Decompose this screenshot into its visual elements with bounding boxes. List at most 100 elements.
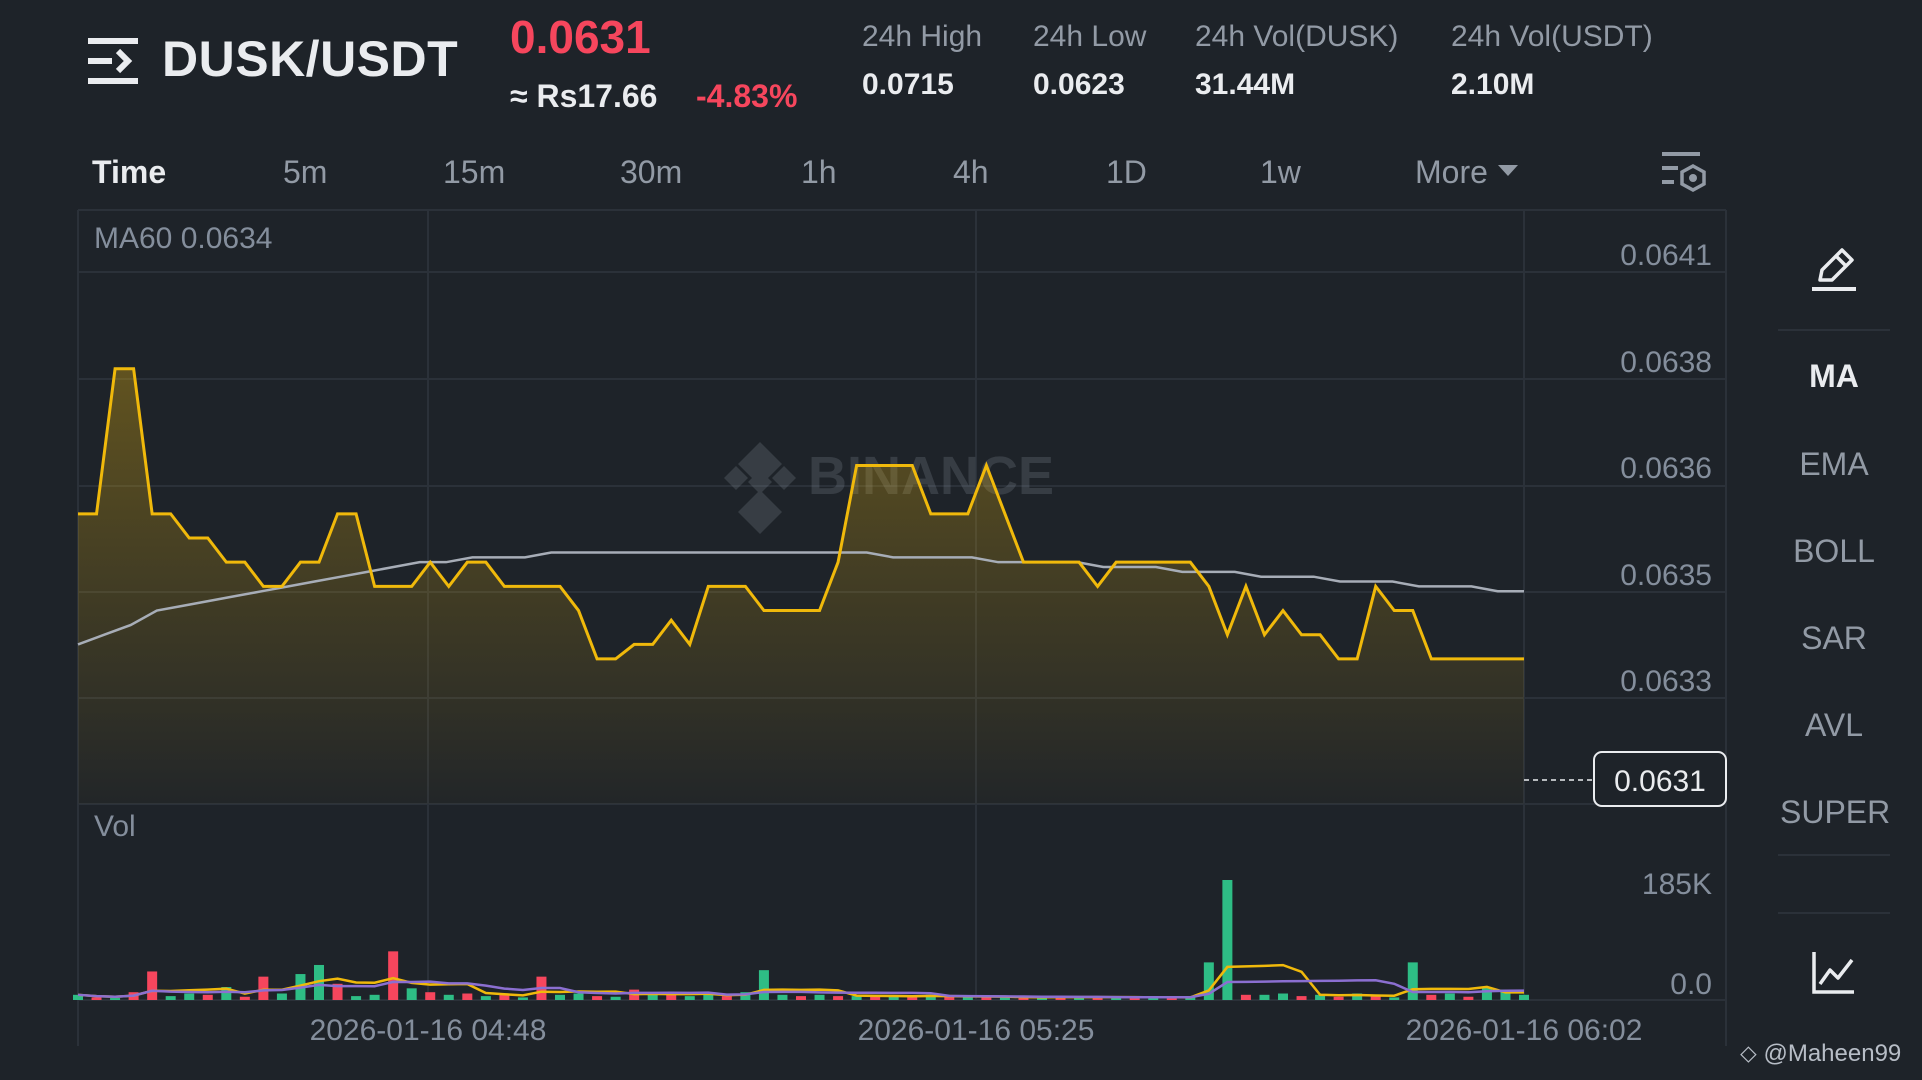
tab-1d[interactable]: 1D — [1106, 154, 1147, 190]
volume-bar — [1333, 996, 1344, 1000]
author-credit-text: @Maheen99 — [1763, 1040, 1902, 1067]
price-area — [78, 368, 1524, 804]
stat-24h-high-label: 24h High — [862, 20, 983, 53]
price-line — [78, 367, 1524, 661]
indicator-ema[interactable]: EMA — [1799, 446, 1869, 482]
volume-bar — [999, 996, 1010, 1000]
time-tick-label: 2026-01-16 05:25 — [858, 1014, 1095, 1047]
tab-time[interactable]: Time — [92, 154, 167, 190]
volume-bar — [1018, 997, 1029, 1000]
price-tick-label: 0.0633 — [1620, 665, 1712, 698]
volume-bar — [592, 996, 603, 1000]
indicator-super[interactable]: SUPER — [1780, 794, 1891, 830]
binance-logo-icon: ⬦ — [1740, 1040, 1764, 1067]
tab-more[interactable]: More — [1415, 154, 1518, 191]
volume-bar — [1240, 994, 1251, 1000]
indicator-avl[interactable]: AVL — [1804, 707, 1864, 743]
volume-bar — [925, 994, 936, 1000]
fiat-price: ≈ Rs17.66 — [510, 78, 658, 114]
current-price-tag: 0.0631 — [1593, 751, 1727, 807]
volume-bar — [406, 988, 417, 1000]
pencil-icon[interactable] — [1812, 246, 1856, 292]
volume-bar — [610, 996, 621, 1000]
volume-bar — [1074, 997, 1085, 1000]
volume-bar — [814, 994, 825, 1000]
volume-bar — [684, 996, 695, 1000]
chart-settings-icon[interactable] — [1662, 152, 1708, 194]
volume-bar — [1278, 993, 1288, 1000]
volume-bar — [981, 997, 992, 1000]
volume-bar — [165, 996, 176, 1000]
volume-bar — [258, 976, 269, 1000]
volume-bar — [314, 964, 324, 1000]
volume-bar — [1185, 997, 1196, 1000]
volume-bar — [777, 994, 788, 1000]
volume-bar — [833, 996, 844, 1000]
time-tick-label: 2026-01-16 04:48 — [310, 1014, 547, 1047]
volume-bar — [443, 994, 454, 1000]
volume-bar — [555, 994, 565, 1000]
author-credit: ⬦ @Maheen99 — [1740, 1040, 1901, 1068]
volume-bar — [1500, 989, 1511, 1000]
indicator-sar[interactable]: SAR — [1801, 620, 1867, 656]
volume-bar — [184, 993, 195, 1000]
volume-bar — [351, 996, 362, 1000]
tab-4h[interactable]: 4h — [953, 154, 989, 190]
pair-title[interactable]: DUSK/USDT — [162, 31, 459, 87]
ma-label: MA60 0.0634 — [94, 222, 272, 255]
price-tick-label: 0.0641 — [1620, 239, 1712, 272]
volume-bar — [1259, 994, 1270, 1000]
price-tick-label: 0.0636 — [1620, 452, 1712, 485]
time-x-axis: 2026-01-16 04:48 2026-01-16 05:25 2026-01-… — [310, 1014, 1643, 1047]
volume-bar — [1407, 962, 1418, 1000]
volume-bar — [944, 996, 955, 1000]
tab-30m[interactable]: 30m — [620, 154, 683, 190]
volume-bar — [332, 983, 343, 1000]
volume-bar — [425, 992, 436, 1000]
volume-bar — [388, 951, 399, 1000]
volume-bar — [1203, 962, 1214, 1000]
tab-1h[interactable]: 1h — [801, 154, 837, 190]
line-chart-icon[interactable] — [1810, 950, 1856, 996]
volume-bar — [1129, 997, 1140, 1000]
volume-bar — [962, 997, 973, 1000]
volume-bar — [851, 996, 862, 1000]
volume-bar — [1444, 993, 1455, 1000]
volume-bar — [369, 994, 380, 1000]
stat-24h-vol-base-value: 31.44M — [1195, 68, 1296, 101]
last-price: 0.0631 — [510, 11, 651, 63]
current-price-value: 0.0631 — [1614, 765, 1706, 798]
volume-bar — [499, 994, 510, 1000]
volume-bar — [1296, 996, 1307, 1000]
chevron-down-icon — [1497, 165, 1518, 177]
tab-1w[interactable]: 1w — [1260, 154, 1301, 190]
volume-bar — [110, 998, 121, 1000]
indicator-boll[interactable]: BOLL — [1793, 533, 1875, 569]
volume-bar — [276, 993, 287, 1000]
volume-y-axis: 185K 0.0 — [1642, 868, 1712, 1001]
volume-bar — [221, 987, 232, 1000]
volume-tick-label: 185K — [1642, 868, 1712, 901]
volume-bar — [91, 997, 102, 1000]
tab-5m[interactable]: 5m — [283, 154, 328, 190]
volume-bar — [462, 993, 473, 1000]
menu-icon[interactable] — [88, 38, 138, 84]
volume-bar — [517, 997, 528, 1000]
volume-bar — [202, 994, 213, 1000]
price-tick-label: 0.0638 — [1620, 346, 1712, 379]
volume-bar — [907, 996, 918, 1000]
binance-watermark: BINANCE — [724, 442, 1054, 534]
indicator-ma[interactable]: MA — [1809, 358, 1859, 394]
stat-24h-low-label: 24h Low — [1033, 20, 1147, 53]
volume-bar — [573, 993, 584, 1000]
volume-tick-label: 0.0 — [1670, 968, 1712, 1001]
volume-ma-short-line — [77, 963, 1524, 999]
volume-bar — [73, 994, 83, 1000]
volume-bar — [740, 992, 751, 1000]
stat-24h-low-value: 0.0623 — [1033, 68, 1125, 101]
tab-15m[interactable]: 15m — [443, 154, 506, 190]
volume-bar — [888, 996, 899, 1000]
volume-bar — [721, 996, 732, 1000]
price-tick-label: 0.0635 — [1620, 559, 1712, 592]
